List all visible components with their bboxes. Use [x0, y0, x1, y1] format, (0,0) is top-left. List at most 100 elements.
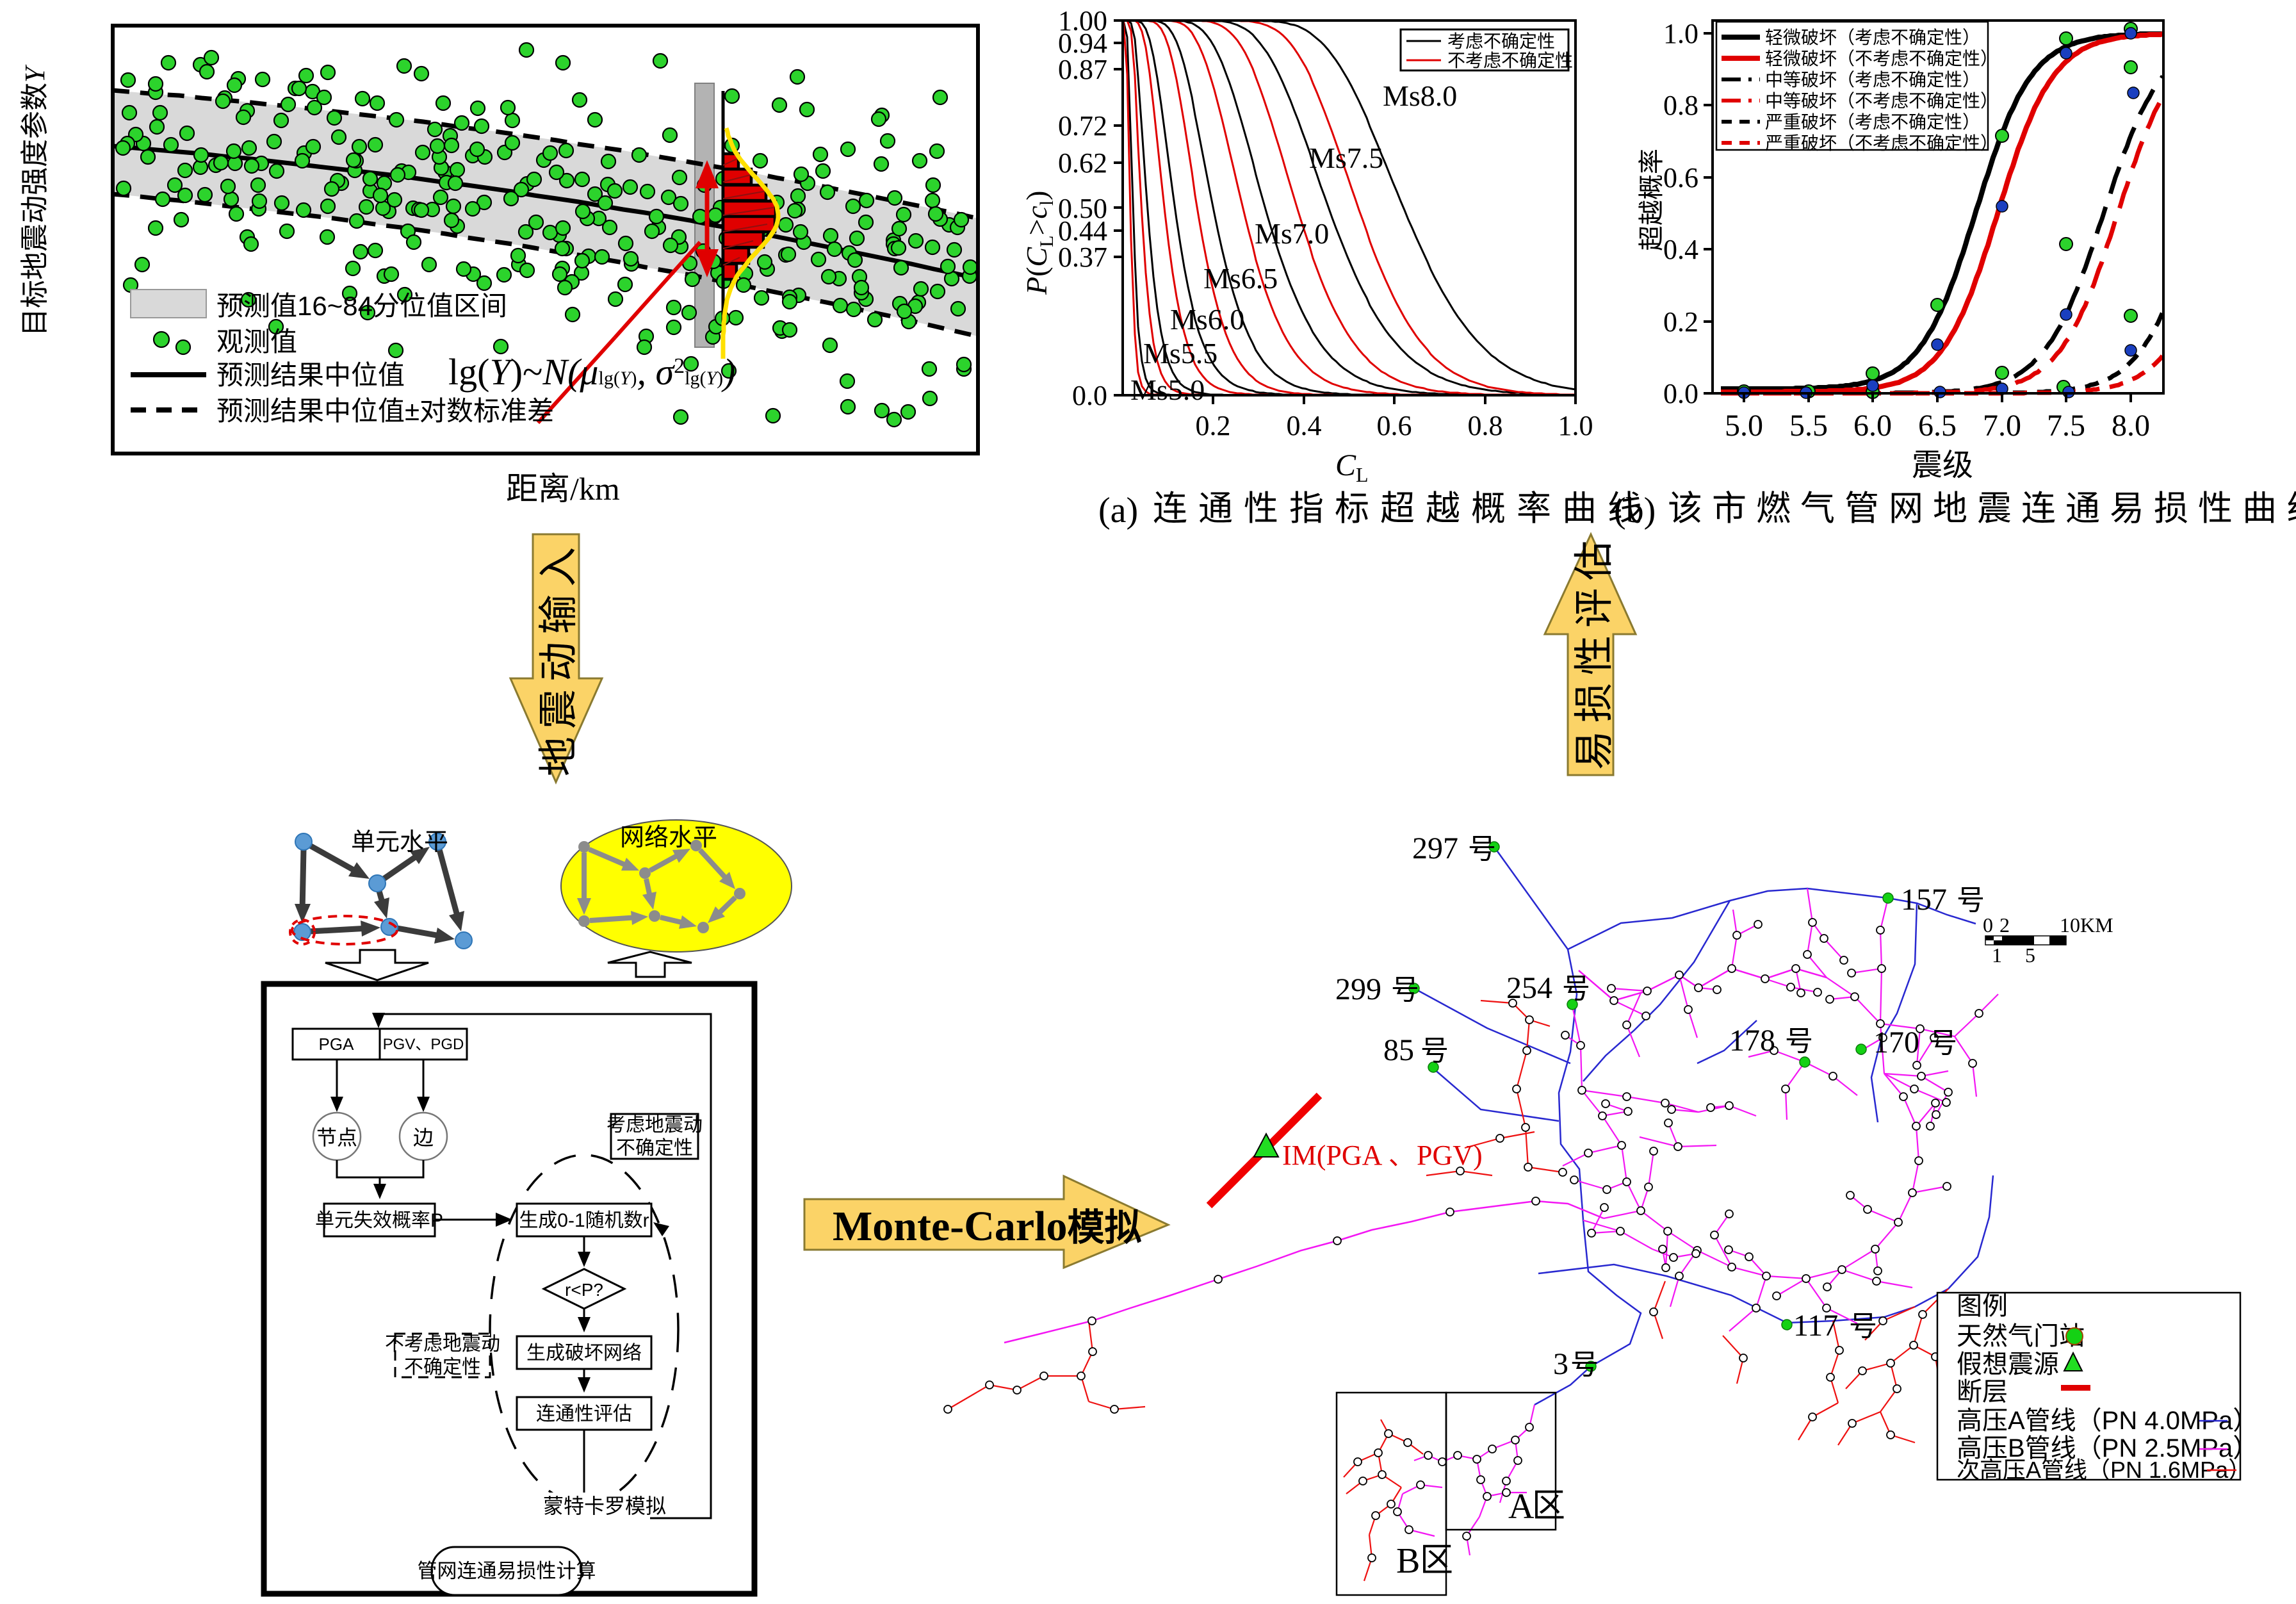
- svg-text:中等破坏（考虑不确定性）: 中等破坏（考虑不确定性）: [1765, 70, 1980, 90]
- svg-text:0.0: 0.0: [1663, 378, 1698, 409]
- svg-text:边: 边: [413, 1126, 434, 1149]
- svg-text:8.0: 8.0: [2112, 409, 2150, 443]
- svg-text:Monte-Carlo模拟: Monte-Carlo模拟: [833, 1203, 1142, 1250]
- svg-text:0.6: 0.6: [1377, 410, 1412, 441]
- svg-text:1.0: 1.0: [1558, 410, 1593, 441]
- svg-text:号: 号: [1562, 973, 1590, 1004]
- svg-text:连通性评估: 连通性评估: [536, 1404, 632, 1425]
- svg-text:中等破坏（不考虑不确定性）: 中等破坏（不考虑不确定性）: [1765, 91, 1998, 111]
- svg-text:单元水平: 单元水平: [351, 829, 448, 856]
- svg-text:严重破坏（考虑不确定性）: 严重破坏（考虑不确定性）: [1765, 112, 1980, 132]
- svg-text:(b): (b): [1614, 491, 1656, 530]
- svg-text:地震动输入: 地震动输入: [537, 539, 581, 776]
- svg-text:预测值16~84分位值区间: 预测值16~84分位值区间: [216, 291, 507, 321]
- svg-text:0.0: 0.0: [1072, 380, 1107, 411]
- svg-text:蒙特卡罗模拟: 蒙特卡罗模拟: [543, 1494, 666, 1518]
- svg-text:0.72: 0.72: [1058, 110, 1107, 142]
- svg-text:区: 区: [1532, 1487, 1565, 1525]
- svg-text:297: 297: [1412, 831, 1458, 865]
- svg-text:PGV): PGV): [1417, 1140, 1483, 1171]
- svg-text:号: 号: [1468, 833, 1496, 865]
- svg-text:断层: 断层: [1957, 1378, 2008, 1406]
- svg-text:单元失效概率P: 单元失效概率P: [315, 1210, 443, 1231]
- svg-text:预测结果中位值±对数标准差: 预测结果中位值±对数标准差: [216, 396, 554, 426]
- svg-text:不考虑地震动: 不考虑地震动: [385, 1334, 500, 1355]
- svg-text:1: 1: [1992, 944, 2002, 967]
- svg-text:Ms5.5: Ms5.5: [1143, 337, 1217, 370]
- svg-text:预测结果中位值: 预测结果中位值: [216, 360, 405, 390]
- svg-text:0.37: 0.37: [1058, 241, 1107, 273]
- svg-text:不考虑不确定性: 不考虑不确定性: [1447, 51, 1573, 70]
- svg-text:观测值: 观测值: [216, 327, 297, 357]
- svg-text:不确定性: 不确定性: [404, 1357, 481, 1378]
- svg-text:号: 号: [1421, 1035, 1449, 1067]
- svg-text:Ms8.0: Ms8.0: [1383, 79, 1457, 112]
- svg-text:1.00: 1.00: [1058, 5, 1107, 37]
- svg-text:0.8: 0.8: [1663, 90, 1698, 121]
- svg-text:117: 117: [1793, 1309, 1838, 1343]
- svg-text:假想震源: 假想震源: [1957, 1350, 2059, 1379]
- svg-text:轻微破坏（考虑不确定性）: 轻微破坏（考虑不确定性）: [1765, 28, 1980, 47]
- svg-text:0.4: 0.4: [1287, 410, 1322, 441]
- svg-text:易损性评估: 易损性评估: [1572, 533, 1616, 770]
- svg-text:PGV、PGD: PGV、PGD: [383, 1036, 464, 1053]
- svg-text:5: 5: [2025, 944, 2035, 967]
- svg-text:0.4: 0.4: [1663, 234, 1698, 265]
- svg-text:5.5: 5.5: [1789, 409, 1828, 443]
- svg-text:3: 3: [1553, 1347, 1568, 1381]
- svg-text:生成破坏网络: 生成破坏网络: [526, 1343, 642, 1364]
- svg-text:0.87: 0.87: [1058, 54, 1107, 85]
- svg-text:震级: 震级: [1912, 448, 1973, 482]
- svg-text:图例: 图例: [1957, 1292, 2008, 1320]
- svg-text:考虑地震动: 考虑地震动: [607, 1115, 703, 1136]
- svg-text:距离/km: 距离/km: [506, 471, 620, 507]
- svg-text:Ms7.0: Ms7.0: [1255, 217, 1329, 250]
- svg-text:0.6: 0.6: [1663, 162, 1698, 193]
- svg-text:0: 0: [1983, 913, 1993, 937]
- svg-text:轻微破坏（不考虑不确定性）: 轻微破坏（不考虑不确定性）: [1765, 49, 1998, 69]
- svg-text:不确定性: 不确定性: [616, 1138, 693, 1159]
- svg-text:254: 254: [1506, 971, 1552, 1005]
- svg-text:严重破坏（不考虑不确定性）: 严重破坏（不考虑不确定性）: [1765, 133, 1998, 153]
- svg-text:CL: CL: [1335, 448, 1369, 486]
- svg-text:5.0: 5.0: [1725, 409, 1763, 443]
- svg-text:A: A: [1508, 1487, 1535, 1526]
- svg-text:(a): (a): [1098, 491, 1138, 530]
- svg-text:157: 157: [1901, 883, 1947, 917]
- svg-text:该市燃气管网地震连通易损性曲线: 该市燃气管网地震连通易损性曲线: [1668, 489, 2296, 528]
- svg-text:0.2: 0.2: [1663, 306, 1698, 338]
- svg-text:区: 区: [1420, 1542, 1453, 1579]
- svg-text:299: 299: [1335, 972, 1381, 1006]
- svg-text:0.50: 0.50: [1058, 193, 1107, 224]
- svg-text:节点: 节点: [316, 1126, 357, 1149]
- svg-text:0.62: 0.62: [1058, 147, 1107, 179]
- svg-text:0.8: 0.8: [1468, 410, 1503, 441]
- svg-text:r<P?: r<P?: [565, 1280, 603, 1300]
- svg-text:B: B: [1396, 1541, 1420, 1581]
- svg-text:178: 178: [1729, 1024, 1775, 1058]
- svg-text:0.44: 0.44: [1058, 215, 1107, 247]
- svg-text:号: 号: [1957, 885, 1985, 916]
- svg-text:7.0: 7.0: [1983, 409, 2021, 443]
- svg-text:IM(PGA: IM(PGA: [1282, 1140, 1383, 1171]
- svg-text:号: 号: [1391, 974, 1419, 1006]
- svg-text:6.0: 6.0: [1853, 409, 1892, 443]
- svg-text:天然气门站: 天然气门站: [1957, 1322, 2085, 1350]
- svg-text:0.94: 0.94: [1058, 28, 1107, 59]
- svg-text:Ms6.5: Ms6.5: [1203, 262, 1278, 295]
- svg-text:PGA: PGA: [319, 1035, 355, 1054]
- svg-text:考虑不确定性: 考虑不确定性: [1447, 31, 1555, 51]
- svg-text:号: 号: [1570, 1349, 1599, 1380]
- svg-text:生成0-1随机数r: 生成0-1随机数r: [519, 1210, 649, 1231]
- svg-text:连通性指标超越概率曲线: 连通性指标超越概率曲线: [1153, 489, 1653, 528]
- svg-text:、: 、: [1388, 1142, 1414, 1170]
- svg-text:2: 2: [1999, 913, 2010, 937]
- svg-text:目标地震动强度参数Y: 目标地震动强度参数Y: [19, 64, 51, 336]
- svg-text:170: 170: [1873, 1026, 1919, 1060]
- svg-text:号: 号: [1785, 1026, 1813, 1057]
- svg-text:次高压A管线（PN 1.6MPa）: 次高压A管线（PN 1.6MPa）: [1957, 1457, 2251, 1483]
- svg-text:Ms6.0: Ms6.0: [1170, 303, 1244, 336]
- svg-text:85: 85: [1383, 1033, 1414, 1067]
- svg-text:0.2: 0.2: [1196, 410, 1231, 441]
- svg-text:Ms7.5: Ms7.5: [1309, 142, 1383, 174]
